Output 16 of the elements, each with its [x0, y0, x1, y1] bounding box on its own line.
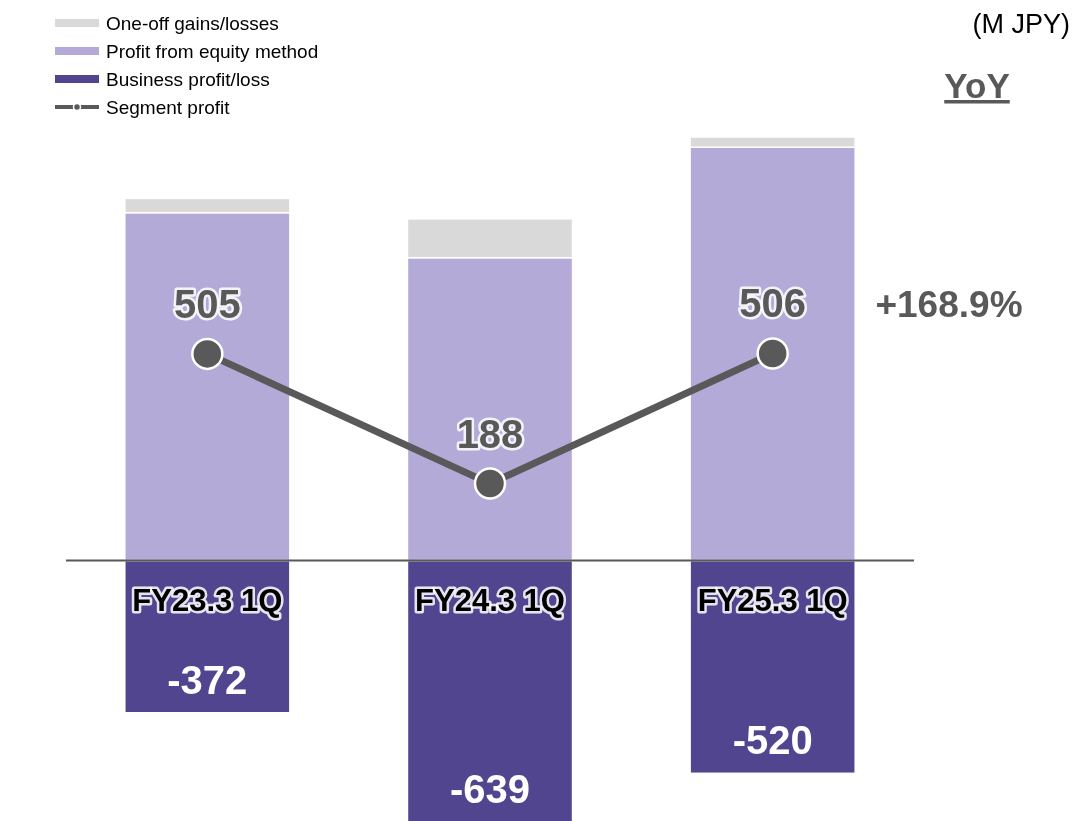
data-label: -372	[167, 657, 248, 702]
text: (M JPY)	[972, 9, 1070, 39]
data-label: 505	[173, 281, 241, 326]
legend-label: Profit from equity method	[106, 41, 319, 62]
legend-label: Segment profit	[106, 97, 231, 118]
legend-label: One-off gains/losses	[106, 13, 279, 34]
data-label: 506	[739, 281, 807, 326]
data-label: 188	[456, 411, 524, 456]
x-tick-label: FY23.3 1Q	[132, 582, 283, 618]
data-label: -639	[449, 767, 531, 811]
x-tick-label: FY24.3 1Q	[415, 582, 565, 618]
annotation: +168.9%	[875, 284, 1023, 325]
x-tick-label: FY25.3 1Q	[697, 582, 848, 618]
legend-label: Business profit/loss	[106, 69, 270, 90]
data-label: -520	[732, 718, 813, 763]
text: YoY	[944, 66, 1010, 105]
